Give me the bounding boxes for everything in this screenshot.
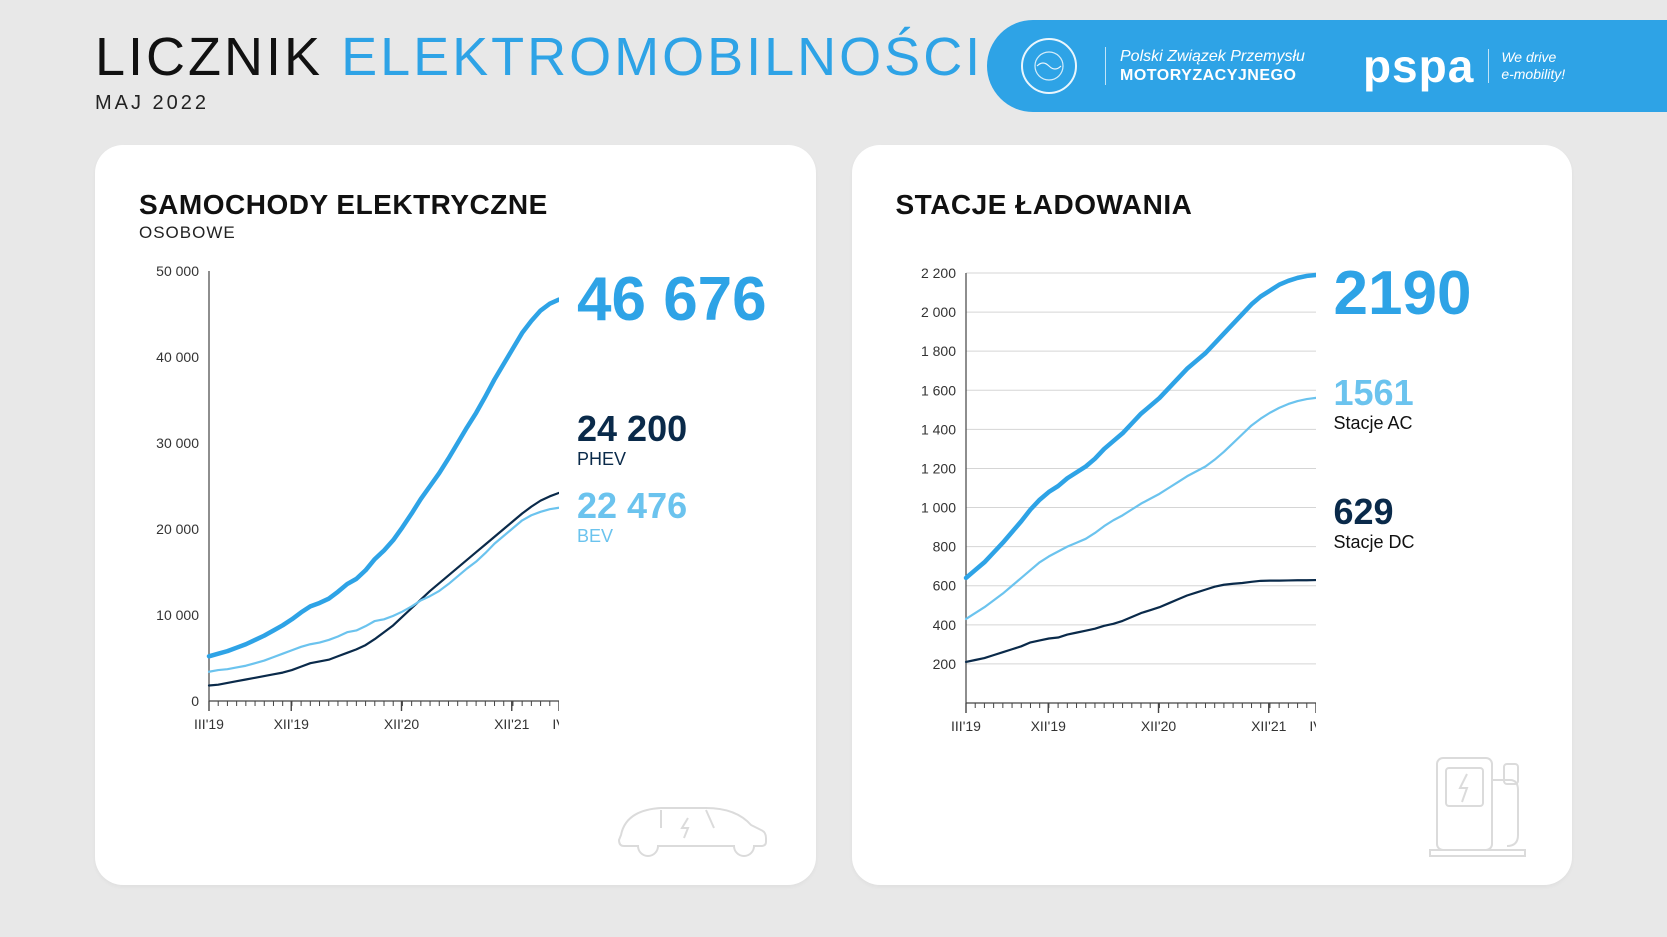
stat-ac-value: 1561 [1334, 375, 1472, 411]
chart-stations-stats: 2190 1561 Stacje AC 629 Stacje DC [1334, 263, 1472, 763]
card-vehicles-title: SAMOCHODY ELEKTRYCZNE [139, 189, 772, 221]
cards-row: SAMOCHODY ELEKTRYCZNE OSOBOWE 0 10 000 20 … [0, 115, 1667, 885]
stat-total: 46 676 [577, 269, 767, 331]
svg-text:XII'19: XII'19 [1030, 718, 1066, 734]
stat-dc-value: 629 [1334, 494, 1472, 530]
card-stations-title: STACJE ŁADOWANIA [896, 189, 1529, 221]
svg-text:XII'20: XII'20 [1140, 718, 1176, 734]
svg-text:1 400: 1 400 [920, 421, 955, 437]
org-line-1: Polski Związek Przemysłu [1120, 47, 1305, 66]
title-part-1: LICZNIK [95, 27, 323, 87]
stat-stations-total: 2190 [1334, 263, 1472, 325]
svg-text:1 000: 1 000 [920, 500, 955, 516]
pspa-logo: pspa We drive e-mobility! [1363, 39, 1565, 93]
stat-phev-label: PHEV [577, 449, 767, 470]
stat-ac-label: Stacje AC [1334, 413, 1472, 434]
svg-text:10 000: 10 000 [156, 607, 199, 623]
svg-text:1 600: 1 600 [920, 382, 955, 398]
org-name: Polski Związek Przemysłu MOTORYZACYJNEGO [1105, 47, 1305, 85]
pspa-tagline: We drive e-mobility! [1488, 49, 1565, 83]
pspa-tag-1: We drive [1501, 49, 1565, 66]
svg-text:30 000: 30 000 [156, 435, 199, 451]
svg-text:III'19: III'19 [951, 718, 981, 734]
svg-text:400: 400 [932, 617, 956, 633]
car-ghost-icon [606, 780, 776, 865]
pzpm-logo-icon [1021, 38, 1077, 94]
svg-text:XII'21: XII'21 [1251, 718, 1287, 734]
stat-bev-value: 22 476 [577, 488, 767, 524]
svg-text:XII'21: XII'21 [494, 716, 530, 732]
svg-text:III'19: III'19 [194, 716, 224, 732]
svg-text:600: 600 [932, 578, 956, 594]
svg-text:XII'19: XII'19 [274, 716, 310, 732]
svg-text:20 000: 20 000 [156, 521, 199, 537]
svg-text:1 200: 1 200 [920, 460, 955, 476]
charger-ghost-icon [1422, 740, 1532, 865]
card-stations: STACJE ŁADOWANIA 200 400 600 800 1 000 1 200 1… [852, 145, 1573, 885]
stat-bev-label: BEV [577, 526, 767, 547]
stat-dc-label: Stacje DC [1334, 532, 1472, 553]
header: LICZNIK ELEKTROMOBILNOŚCI MAJ 2022 Polsk… [0, 0, 1667, 115]
branding-badge: Polski Związek Przemysłu MOTORYZACYJNEGO… [987, 20, 1667, 112]
svg-text:0: 0 [191, 693, 199, 709]
svg-text:40 000: 40 000 [156, 349, 199, 365]
svg-text:IV: IV [1309, 718, 1316, 734]
chart-vehicles: 0 10 000 20 000 30 000 40 000 50 000 III'19 XII… [139, 261, 559, 761]
svg-text:2 000: 2 000 [920, 304, 955, 320]
chart-vehicles-stats: 46 676 24 200 PHEV 22 476 BEV [577, 261, 767, 761]
org-line-2: MOTORYZACYJNEGO [1120, 66, 1305, 85]
stat-phev-value: 24 200 [577, 411, 767, 447]
chart-stations: 200 400 600 800 1 000 1 200 1 400 1 600 1 800 2 0… [896, 263, 1316, 763]
pspa-text: pspa [1363, 39, 1474, 93]
svg-text:50 000: 50 000 [156, 263, 199, 279]
svg-text:2 200: 2 200 [920, 265, 955, 281]
pspa-tag-2: e-mobility! [1501, 66, 1565, 83]
title-part-2: ELEKTROMOBILNOŚCI [341, 27, 983, 87]
svg-text:XII'20: XII'20 [384, 716, 420, 732]
card-vehicles: SAMOCHODY ELEKTRYCZNE OSOBOWE 0 10 000 20 … [95, 145, 816, 885]
svg-text:800: 800 [932, 539, 956, 555]
card-vehicles-subtitle: OSOBOWE [139, 223, 772, 243]
chart-stations-wrap: 200 400 600 800 1 000 1 200 1 400 1 600 1 800 2 0… [896, 263, 1529, 763]
svg-text:200: 200 [932, 656, 956, 672]
chart-vehicles-wrap: 0 10 000 20 000 30 000 40 000 50 000 III'19 XII… [139, 261, 772, 761]
svg-text:IV: IV [552, 716, 559, 732]
svg-text:1 800: 1 800 [920, 343, 955, 359]
